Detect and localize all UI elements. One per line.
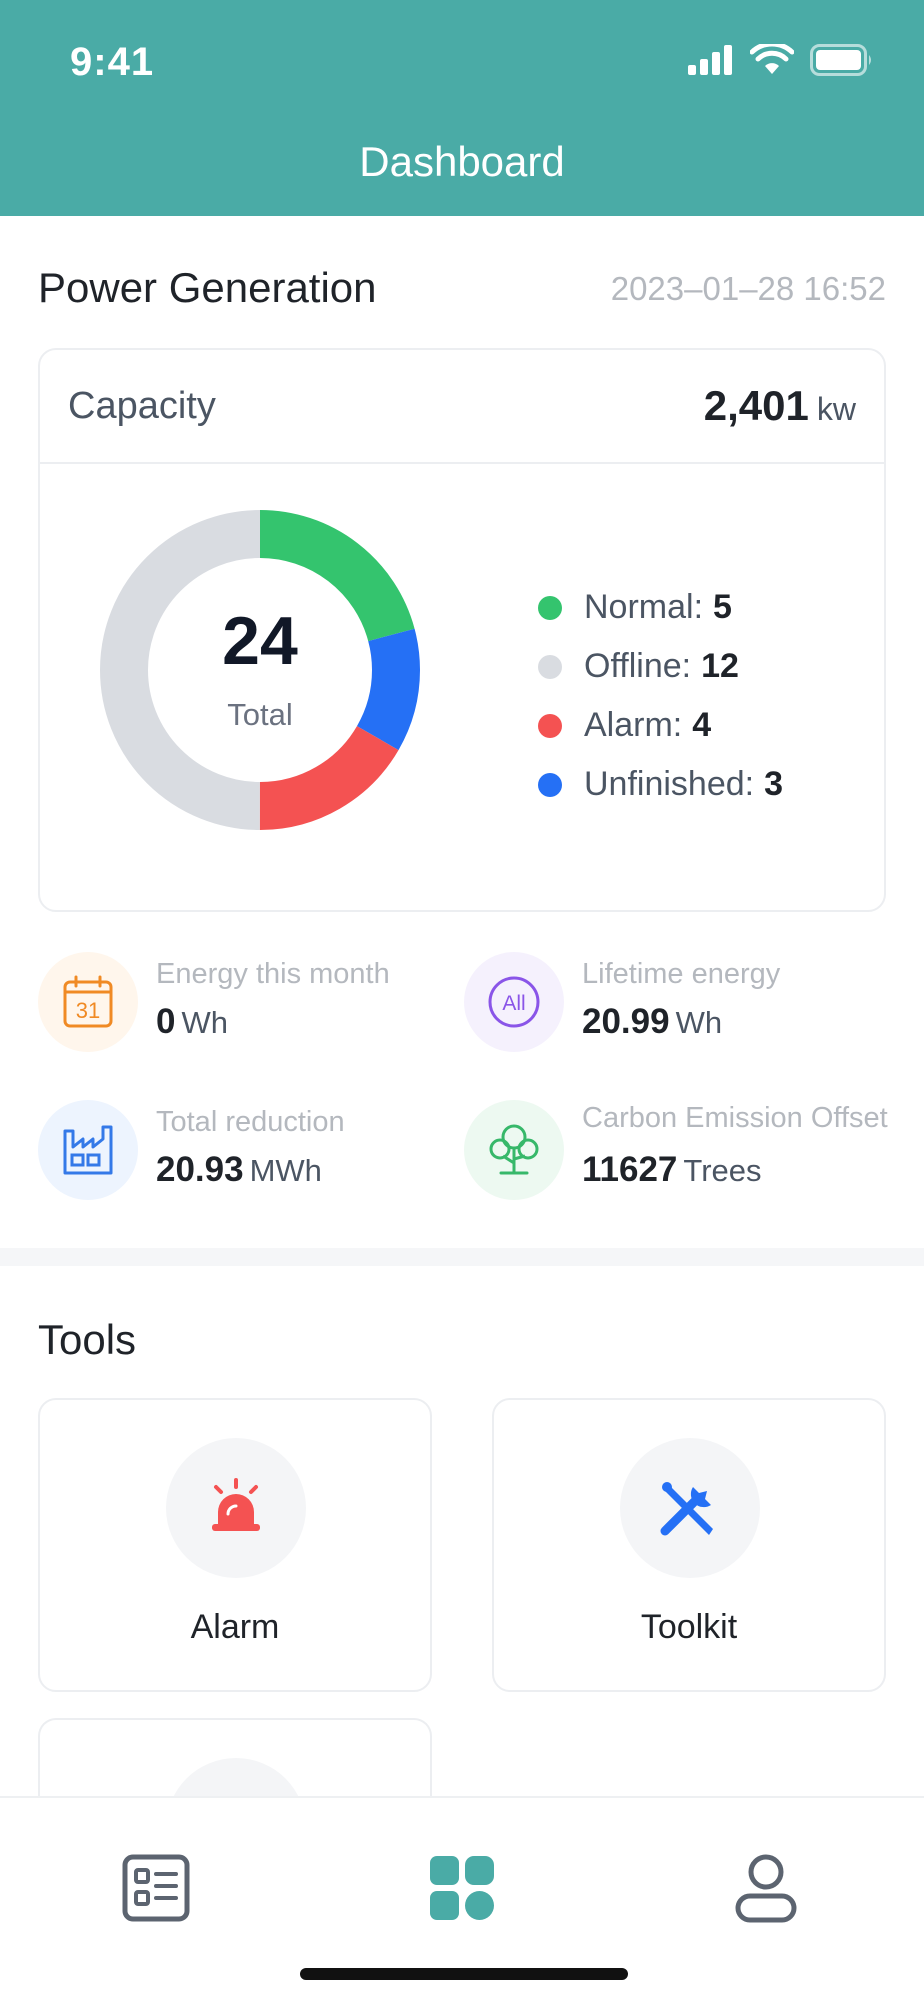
app-header: 9:41 Dashboard — [0, 0, 924, 216]
capacity-row: Capacity 2,401 kw — [40, 350, 884, 464]
tool-label: Alarm — [190, 1608, 280, 1646]
stat-energy-this-month[interactable]: 31 Energy this month 0 Wh — [38, 952, 478, 1062]
stat-label: Total reduction — [156, 1106, 345, 1138]
stat-value: 20.93 — [156, 1150, 244, 1189]
tab-grid[interactable] — [424, 1850, 500, 1926]
stat-label: Energy this month — [156, 958, 390, 990]
legend-value: 3 — [764, 765, 784, 803]
stat-label: Carbon Emission Offset — [582, 1102, 888, 1134]
stat-value: 0 — [156, 1002, 176, 1041]
alarm-dot — [538, 713, 562, 738]
status-donut-chart: 24 Total — [100, 510, 420, 830]
legend-item-unfinished: Unfinished: 3 — [538, 755, 783, 814]
tool-label: Toolkit — [640, 1608, 738, 1646]
tool-icon-circle — [620, 1438, 760, 1578]
calendar-icon: 31 — [38, 952, 138, 1052]
wifi-icon — [750, 44, 794, 74]
legend-label: Offline: — [584, 647, 692, 685]
legend-value: 5 — [713, 588, 732, 626]
alarm-siren-icon — [212, 1478, 260, 1531]
legend-label: Normal: — [584, 588, 704, 626]
tab-list[interactable] — [118, 1850, 194, 1926]
stat-value-line: 20.93 MWh — [156, 1150, 322, 1190]
tools-title: Tools — [38, 1316, 137, 1363]
timestamp: 2023–01–28 16:52 — [610, 270, 886, 307]
stat-unit: MWh — [249, 1153, 322, 1188]
power-generation-title: Power Generation — [38, 264, 377, 311]
tool-alarm[interactable]: Alarm — [38, 1398, 432, 1692]
tool-icon-circle — [166, 1438, 306, 1578]
stat-value: 11627 — [582, 1150, 678, 1189]
stat-unit: Wh — [181, 1005, 228, 1040]
cellular-signal-icon — [688, 45, 732, 75]
list-icon — [122, 1854, 190, 1922]
stat-value-line: 11627 Trees — [582, 1150, 762, 1190]
total-label: Total — [227, 697, 293, 732]
capacity-readout: 2,401 kw — [704, 382, 856, 430]
all-icon: All — [464, 952, 564, 1052]
stat-value-line: 0 Wh — [156, 1002, 228, 1042]
battery-icon — [810, 44, 871, 76]
stat-label: Lifetime energy — [582, 958, 781, 990]
stat-lifetime-energy[interactable]: All Lifetime energy 20.99 Wh — [464, 952, 904, 1062]
home-indicator — [300, 1968, 628, 1980]
power-card: Capacity 2,401 kw 24 Total Normal: 5 Offl… — [38, 348, 886, 912]
stat-carbon-emission-offset[interactable]: Carbon Emission Offset 11627 Trees — [464, 1100, 904, 1210]
stat-value: 20.99 — [582, 1002, 670, 1041]
calendar-day: 31 — [76, 998, 100, 1023]
status-time: 9:41 — [70, 40, 155, 84]
toolkit-icon — [660, 1482, 713, 1536]
tab-profile[interactable] — [728, 1850, 804, 1926]
user-icon — [735, 1854, 797, 1923]
tree-icon — [464, 1100, 564, 1200]
unfinished-dot — [538, 772, 562, 797]
donut-center: 24 Total — [100, 510, 420, 830]
stat-unit: Trees — [683, 1153, 762, 1188]
legend-item-offline: Offline: 12 — [538, 637, 783, 696]
donut-segment-alarm — [100, 510, 420, 830]
bottom-tab-bar — [0, 1796, 924, 2000]
stat-value-line: 20.99 Wh — [582, 1002, 722, 1042]
legend-label: Alarm: — [584, 706, 683, 744]
normal-dot — [538, 595, 562, 620]
all-icon-text: All — [502, 992, 525, 1015]
legend-value: 4 — [692, 706, 712, 744]
offline-dot — [538, 654, 562, 679]
stat-total-reduction[interactable]: Total reduction 20.93 MWh — [38, 1100, 478, 1210]
legend-value: 12 — [701, 647, 739, 685]
donut-segment-offline — [100, 510, 420, 830]
legend-item-alarm: Alarm: 4 — [538, 696, 783, 755]
donut-svg — [100, 510, 420, 830]
tool-toolkit[interactable]: Toolkit — [492, 1398, 886, 1692]
page-title: Dashboard — [359, 138, 565, 185]
legend-label: Unfinished: — [584, 765, 755, 803]
stat-unit: Wh — [675, 1005, 723, 1040]
legend-item-normal: Normal: 5 — [538, 578, 783, 637]
status-icons — [688, 44, 874, 76]
capacity-unit: kw — [816, 391, 856, 427]
status-legend: Normal: 5 Offline: 12 Alarm: 4 Unfinishe… — [538, 578, 783, 814]
total-count: 24 — [222, 603, 298, 679]
capacity-value: 2,401 — [703, 382, 809, 429]
donut-segment-unfinished — [100, 510, 420, 830]
capacity-label: Capacity — [68, 384, 216, 427]
factory-icon — [38, 1100, 138, 1200]
grid-icon — [430, 1856, 494, 1920]
section-divider — [0, 1248, 924, 1266]
